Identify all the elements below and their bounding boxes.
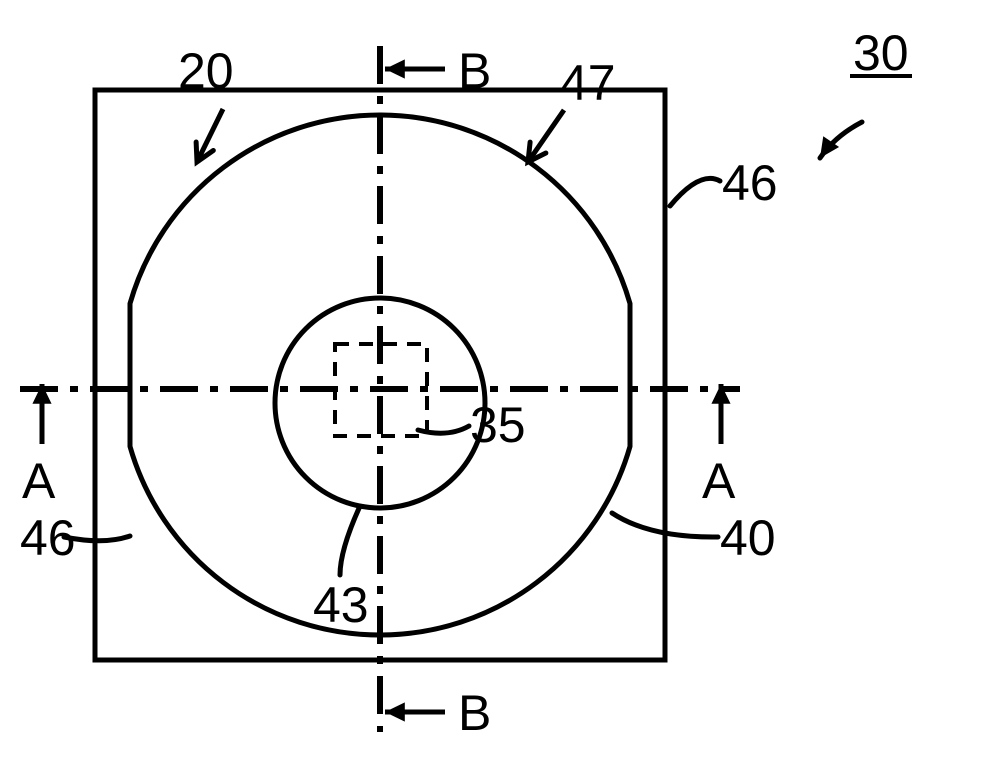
label-b-bottom: B: [458, 685, 491, 741]
label-a-right: A: [702, 453, 736, 509]
label-30: 30: [853, 25, 909, 81]
lead-46-right: [670, 178, 720, 206]
label-20: 20: [178, 43, 234, 99]
label-46-right: 46: [722, 155, 778, 211]
label-a-left: A: [22, 453, 56, 509]
arrow-b-top-head: [385, 59, 405, 78]
label-43: 43: [313, 577, 369, 633]
label-35: 35: [470, 397, 526, 453]
lead-43: [340, 506, 360, 575]
label-40: 40: [720, 510, 776, 566]
label-47: 47: [560, 55, 616, 111]
outer-square: [95, 90, 665, 660]
arrow-b-bottom-head: [385, 702, 405, 721]
label-b-top: B: [458, 43, 491, 99]
label-46-left: 46: [20, 510, 76, 566]
